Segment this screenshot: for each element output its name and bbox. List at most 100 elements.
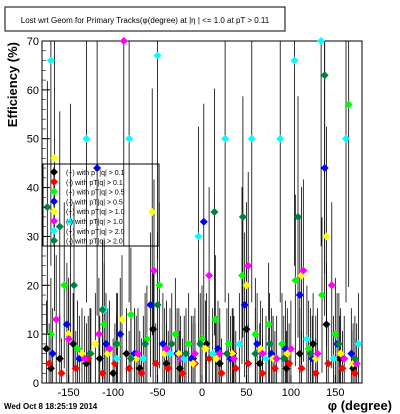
data-point xyxy=(238,212,247,221)
data-point xyxy=(148,208,157,216)
data-point xyxy=(299,266,308,275)
data-point xyxy=(329,354,338,363)
y-tick-label: 60 xyxy=(27,85,39,97)
data-point xyxy=(240,300,249,309)
chart-title: Lost wrt Geom for Primary Tracks(φ(degre… xyxy=(21,16,270,25)
data-point xyxy=(295,291,304,300)
data-point xyxy=(320,71,329,80)
data-point xyxy=(162,344,171,353)
data-point xyxy=(336,349,345,358)
data-point xyxy=(327,281,336,290)
data-point xyxy=(112,354,121,363)
data-point xyxy=(205,271,214,280)
data-point xyxy=(258,349,267,358)
data-point xyxy=(50,154,59,163)
data-point xyxy=(66,217,75,226)
data-point xyxy=(279,354,288,363)
data-point xyxy=(194,232,203,241)
data-point xyxy=(46,330,55,339)
data-point xyxy=(86,349,94,358)
data-point xyxy=(153,51,162,60)
timestamp: Wed Oct 8 18:25:19 2014 xyxy=(4,402,98,411)
data-point xyxy=(324,359,333,368)
data-point xyxy=(265,339,274,348)
data-point xyxy=(309,339,318,348)
y-tick-label: 50 xyxy=(27,134,39,146)
data-point xyxy=(235,339,244,348)
data-point xyxy=(272,354,281,363)
data-points xyxy=(42,37,363,378)
data-point xyxy=(242,281,251,290)
legend-label: (-) with pT|q| > 0.5 xyxy=(66,199,123,206)
data-point xyxy=(264,320,273,329)
data-point xyxy=(208,349,217,358)
legend-box xyxy=(42,163,160,247)
data-point xyxy=(290,56,299,65)
data-point xyxy=(167,339,176,348)
data-point xyxy=(98,369,107,378)
legend-marker xyxy=(50,207,58,216)
data-point xyxy=(231,364,240,373)
data-point xyxy=(291,276,300,285)
data-point xyxy=(215,349,224,358)
data-point xyxy=(230,354,238,363)
data-point xyxy=(217,369,226,378)
data-point xyxy=(57,369,66,378)
data-point xyxy=(69,339,78,348)
data-point xyxy=(178,369,187,378)
y-tick-label: 0 xyxy=(33,378,39,390)
y-axis-ticks: 0 10 20 30 40 50 60 70 xyxy=(27,36,50,390)
data-point xyxy=(190,349,199,358)
x-tick-label: 50 xyxy=(240,387,252,399)
data-point xyxy=(62,320,71,329)
legend-label: (+) with pT|q| > 2.0 xyxy=(66,229,125,236)
data-point xyxy=(166,349,174,358)
data-point xyxy=(350,354,359,363)
data-point xyxy=(45,359,54,368)
x-tick-label: -150 xyxy=(58,387,80,399)
data-point xyxy=(238,271,246,280)
data-point xyxy=(313,349,322,358)
legend-marker xyxy=(50,236,58,245)
legend-marker xyxy=(50,168,58,176)
data-point xyxy=(221,134,230,143)
legend-marker xyxy=(50,197,58,206)
data-point xyxy=(137,369,146,378)
data-point xyxy=(222,349,231,358)
data-point xyxy=(320,164,329,173)
data-point xyxy=(119,37,128,45)
data-point xyxy=(93,164,102,173)
data-point xyxy=(82,134,91,143)
data-point xyxy=(48,349,57,358)
data-point xyxy=(251,349,260,358)
data-point xyxy=(251,330,260,339)
legend: (+) with pT|q| > 0.1 (-) with pT|q| > 0.1… xyxy=(42,163,160,247)
data-point xyxy=(224,339,233,348)
data-point xyxy=(125,364,134,373)
data-point xyxy=(126,310,135,319)
legend-label: (-) with pT|q| > 1.0 xyxy=(66,219,123,226)
data-point xyxy=(211,315,220,324)
data-point xyxy=(338,364,347,373)
data-point xyxy=(242,325,251,334)
data-point xyxy=(322,320,331,329)
data-point xyxy=(55,354,64,363)
data-point xyxy=(91,339,100,348)
data-point xyxy=(342,134,350,143)
data-point xyxy=(102,339,110,348)
data-point xyxy=(294,212,302,221)
data-point xyxy=(297,364,306,373)
data-point xyxy=(60,281,69,290)
data-point xyxy=(80,354,89,363)
data-point xyxy=(105,344,114,353)
data-point xyxy=(285,359,294,368)
data-point xyxy=(158,339,167,348)
legend-marker xyxy=(50,177,58,186)
data-point xyxy=(270,364,279,373)
data-point xyxy=(318,291,326,300)
data-point xyxy=(317,37,326,45)
data-point xyxy=(141,339,150,348)
data-point xyxy=(100,320,109,329)
